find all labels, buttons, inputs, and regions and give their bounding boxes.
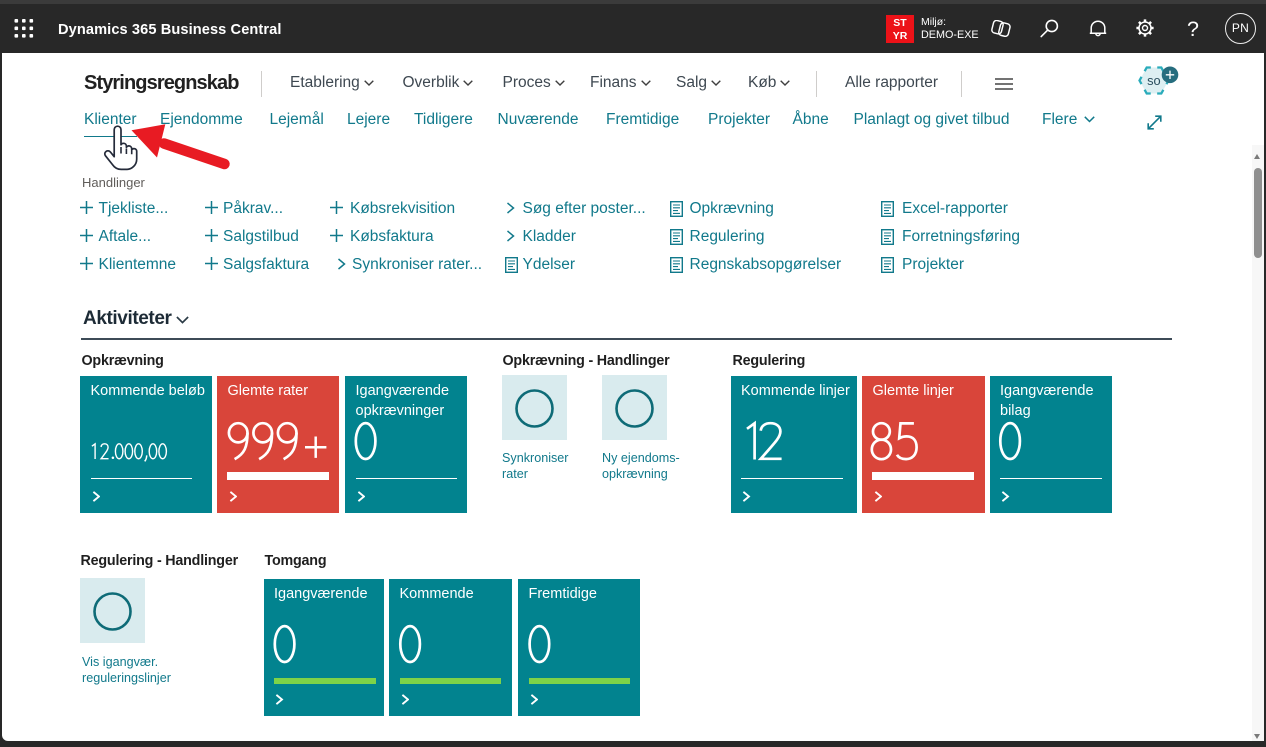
svg-text:so: so: [1147, 73, 1161, 88]
